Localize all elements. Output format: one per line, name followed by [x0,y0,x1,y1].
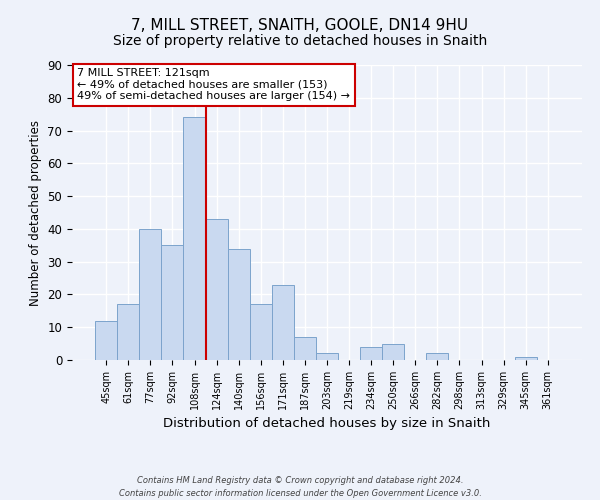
Bar [360,347,382,360]
X-axis label: Distribution of detached houses by size in Snaith: Distribution of detached houses by size … [163,418,491,430]
Bar [272,284,294,360]
Bar [382,344,404,360]
Bar [206,219,227,360]
Bar [117,304,139,360]
Bar [427,354,448,360]
Bar [227,248,250,360]
Text: Size of property relative to detached houses in Snaith: Size of property relative to detached ho… [113,34,487,48]
Bar [515,356,537,360]
Bar [161,246,184,360]
Bar [139,229,161,360]
Text: Contains HM Land Registry data © Crown copyright and database right 2024.
Contai: Contains HM Land Registry data © Crown c… [119,476,481,498]
Text: 7, MILL STREET, SNAITH, GOOLE, DN14 9HU: 7, MILL STREET, SNAITH, GOOLE, DN14 9HU [131,18,469,32]
Bar [184,118,206,360]
Bar [316,354,338,360]
Bar [250,304,272,360]
Y-axis label: Number of detached properties: Number of detached properties [29,120,42,306]
Text: 7 MILL STREET: 121sqm
← 49% of detached houses are smaller (153)
49% of semi-det: 7 MILL STREET: 121sqm ← 49% of detached … [77,68,350,101]
Bar [95,320,117,360]
Bar [294,337,316,360]
